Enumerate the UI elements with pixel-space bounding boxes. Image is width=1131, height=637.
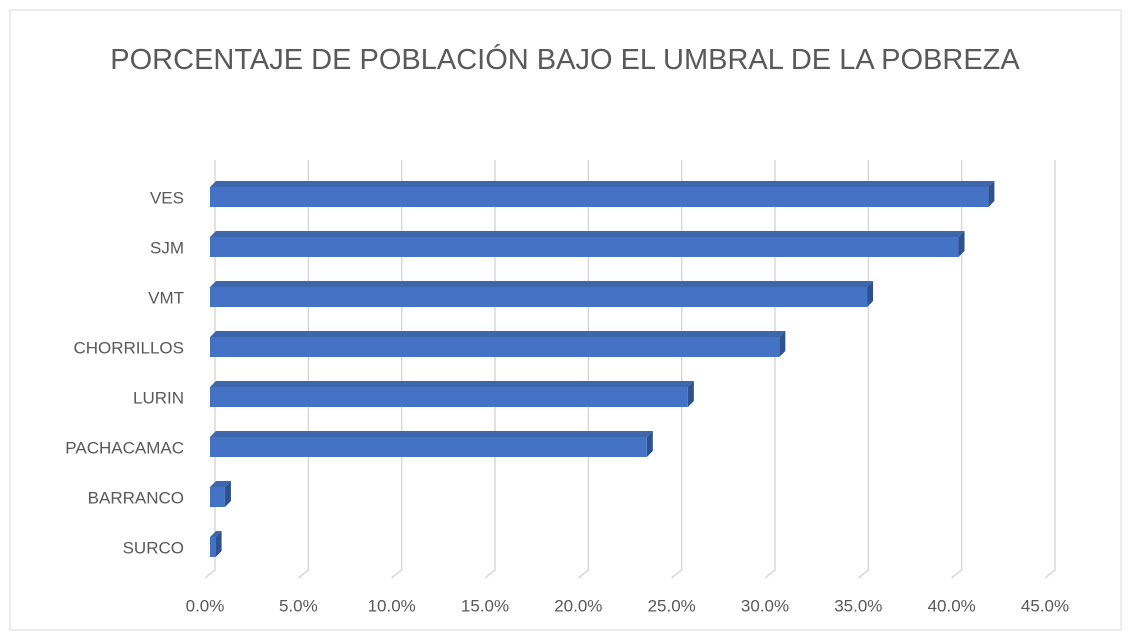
bar: [210, 381, 694, 407]
bar: [210, 531, 222, 557]
bar: [210, 181, 995, 207]
bar-front: [210, 187, 989, 207]
grid-line: [204, 160, 216, 579]
chart-border: [9, 9, 1122, 631]
bar-top: [210, 431, 653, 437]
y-tick-label: PACHACAMAC: [65, 438, 184, 457]
bar-side: [958, 231, 965, 257]
bar-top: [210, 231, 965, 237]
grid-line: [764, 160, 776, 579]
bar-top: [210, 531, 222, 537]
bar-front: [210, 237, 959, 257]
bar-top: [210, 181, 995, 187]
bar: [210, 331, 786, 357]
bar-side: [646, 431, 653, 457]
bar-side: [867, 281, 874, 307]
y-tick-label: LURIN: [133, 388, 184, 407]
grid-line: [577, 160, 590, 579]
grid-line: [484, 160, 496, 579]
bar-top: [210, 381, 694, 387]
x-tick-label: 25.0%: [648, 596, 696, 615]
x-tick-label: 45.0%: [1021, 596, 1069, 615]
chart-title: PORCENTAJE DE POBLACIÓN BAJO EL UMBRAL D…: [110, 44, 1020, 76]
bar-side: [224, 481, 231, 507]
y-tick-label: VMT: [148, 288, 184, 307]
x-tick-label: 35.0%: [834, 596, 882, 615]
bar-side: [215, 531, 222, 557]
y-tick-label: SURCO: [123, 538, 184, 557]
bar-side: [687, 381, 694, 407]
grid-line: [951, 160, 963, 579]
x-tick-label: 40.0%: [928, 596, 976, 615]
y-tick-label: VES: [150, 188, 184, 207]
y-tick-label: BARRANCO: [88, 488, 184, 507]
bar-top: [210, 481, 231, 487]
bar: [210, 431, 653, 457]
x-tick-label: 0.0%: [186, 596, 225, 615]
bar-top: [210, 331, 786, 337]
bar-side: [779, 331, 786, 357]
bar-front: [210, 387, 688, 407]
bar-front: [210, 537, 216, 557]
bar-front: [210, 437, 647, 457]
x-tick-label: 20.0%: [554, 596, 602, 615]
bar-front: [210, 487, 225, 507]
bar-front: [210, 337, 780, 357]
bar-side: [988, 181, 995, 207]
y-tick-label: SJM: [150, 238, 184, 257]
x-tick-label: 10.0%: [368, 596, 416, 615]
x-tick-label: 15.0%: [461, 596, 509, 615]
grid-line: [857, 160, 870, 579]
bar: [210, 281, 874, 307]
x-tick-label: 30.0%: [741, 596, 789, 615]
bar-top: [210, 281, 874, 287]
x-tick-label: 5.0%: [279, 596, 318, 615]
grid-line: [391, 160, 403, 579]
bar: [210, 231, 965, 257]
grid-line: [297, 160, 310, 579]
bar: [210, 481, 231, 507]
y-tick-label: CHORRILLOS: [73, 338, 184, 357]
grid-line: [671, 160, 683, 579]
grid-line: [1044, 160, 1056, 579]
bar-front: [210, 287, 868, 307]
